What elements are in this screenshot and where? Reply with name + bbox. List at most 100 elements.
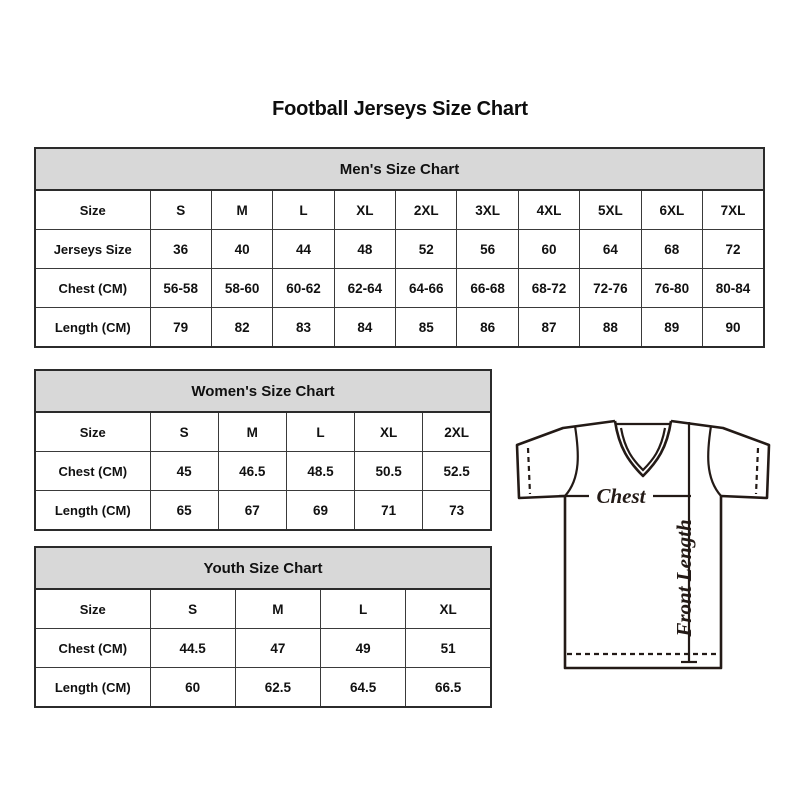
womens-value-cell: 73 — [422, 490, 492, 531]
mens-value-cell: 83 — [272, 307, 335, 348]
mens-value-cell: 86 — [456, 307, 519, 348]
mens-value-cell: 64 — [579, 229, 642, 269]
womens-size-chart-table: Women's Size Chart Size S M L XL 2XL Chest (C… — [34, 369, 492, 531]
youth-value-cell: 49 — [319, 628, 407, 668]
womens-row-label: Chest (CM) — [34, 451, 151, 491]
jersey-measurement-diagram: Chest Front Length — [503, 400, 783, 692]
youth-value-cell: 66.5 — [405, 667, 492, 708]
womens-header-cell: S — [149, 411, 219, 452]
youth-size-chart-table: Youth Size Chart Size S M L XL Chest (CM) 44.… — [34, 546, 492, 708]
mens-band-title: Men's Size Chart — [34, 147, 765, 191]
mens-value-cell: 40 — [210, 229, 274, 269]
youth-value-cell: 44.5 — [149, 628, 236, 668]
mens-header-cell: 6XL — [640, 189, 704, 230]
front-length-measure-label: Front Length — [672, 519, 696, 637]
womens-header-cell: 2XL — [422, 411, 492, 452]
womens-header-cell: Size — [34, 411, 151, 452]
mens-value-cell: 58-60 — [210, 268, 274, 308]
chest-measure-label: Chest — [596, 484, 646, 508]
womens-value-cell: 45 — [149, 451, 219, 491]
mens-data-row: Jerseys Size 36 40 44 48 52 56 60 64 68 72 — [34, 229, 765, 269]
mens-value-cell: 90 — [702, 307, 765, 348]
mens-value-cell: 85 — [395, 307, 458, 348]
mens-value-cell: 60 — [517, 229, 581, 269]
mens-data-row: Chest (CM) 56-58 58-60 60-62 62-64 64-66 66-68… — [34, 268, 765, 308]
womens-header-row: Size S M L XL 2XL — [34, 411, 492, 452]
mens-value-cell: 80-84 — [702, 268, 765, 308]
youth-data-row: Chest (CM) 44.5 47 49 51 — [34, 628, 492, 668]
mens-value-cell: 64-66 — [395, 268, 458, 308]
mens-header-cell: 7XL — [702, 189, 765, 230]
womens-value-cell: 50.5 — [354, 451, 424, 491]
mens-size-chart-table: Men's Size Chart Size S M L XL 2XL 3XL 4XL 5XL 6X… — [34, 147, 765, 348]
mens-header-cell: 4XL — [517, 189, 581, 230]
womens-value-cell: 46.5 — [217, 451, 287, 491]
youth-row-label: Chest (CM) — [34, 628, 151, 668]
mens-header-row: Size S M L XL 2XL 3XL 4XL 5XL 6XL 7XL — [34, 189, 765, 230]
mens-row-label: Length (CM) — [34, 307, 151, 348]
mens-header-cell: M — [210, 189, 274, 230]
mens-value-cell: 36 — [149, 229, 212, 269]
mens-value-cell: 68-72 — [517, 268, 581, 308]
womens-data-row: Length (CM) 65 67 69 71 73 — [34, 490, 492, 531]
youth-value-cell: 60 — [149, 667, 236, 708]
mens-header-cell: Size — [34, 189, 151, 230]
womens-data-row: Chest (CM) 45 46.5 48.5 50.5 52.5 — [34, 451, 492, 491]
mens-value-cell: 56 — [456, 229, 519, 269]
mens-value-cell: 72 — [702, 229, 765, 269]
mens-header-cell: 3XL — [456, 189, 519, 230]
youth-band-title: Youth Size Chart — [34, 546, 492, 590]
youth-data-row: Length (CM) 60 62.5 64.5 66.5 — [34, 667, 492, 708]
mens-row-label: Jerseys Size — [34, 229, 151, 269]
youth-header-cell: S — [149, 588, 236, 629]
womens-table-body: Women's Size Chart Size S M L XL 2XL Chest (C… — [34, 369, 492, 531]
mens-header-cell: 2XL — [395, 189, 458, 230]
mens-table-body: Men's Size Chart Size S M L XL 2XL 3XL 4XL 5XL 6X… — [34, 147, 765, 348]
womens-header-cell: M — [217, 411, 287, 452]
mens-value-cell: 66-68 — [456, 268, 519, 308]
youth-header-cell: Size — [34, 588, 151, 629]
youth-value-cell: 64.5 — [319, 667, 407, 708]
mens-value-cell: 56-58 — [149, 268, 212, 308]
mens-value-cell: 68 — [640, 229, 704, 269]
mens-value-cell: 62-64 — [333, 268, 397, 308]
womens-value-cell: 69 — [285, 490, 356, 531]
youth-value-cell: 62.5 — [234, 667, 322, 708]
youth-header-cell: XL — [405, 588, 492, 629]
mens-data-row: Length (CM) 79 82 83 84 85 86 87 88 89 90 — [34, 307, 765, 348]
mens-value-cell: 82 — [210, 307, 274, 348]
womens-value-cell: 48.5 — [285, 451, 356, 491]
youth-row-label: Length (CM) — [34, 667, 151, 708]
youth-header-cell: M — [234, 588, 322, 629]
youth-header-cell: L — [319, 588, 407, 629]
youth-band-row: Youth Size Chart — [34, 546, 492, 590]
mens-header-cell: S — [149, 189, 212, 230]
mens-value-cell: 87 — [517, 307, 581, 348]
youth-header-row: Size S M L XL — [34, 588, 492, 629]
youth-value-cell: 51 — [405, 628, 492, 668]
mens-value-cell: 60-62 — [272, 268, 335, 308]
womens-band-row: Women's Size Chart — [34, 369, 492, 413]
mens-header-cell: 5XL — [579, 189, 642, 230]
mens-value-cell: 48 — [333, 229, 397, 269]
mens-header-cell: L — [272, 189, 335, 230]
mens-value-cell: 88 — [579, 307, 642, 348]
mens-value-cell: 79 — [149, 307, 212, 348]
youth-value-cell: 47 — [234, 628, 322, 668]
mens-value-cell: 89 — [640, 307, 704, 348]
womens-value-cell: 65 — [149, 490, 219, 531]
mens-value-cell: 72-76 — [579, 268, 642, 308]
mens-value-cell: 84 — [333, 307, 397, 348]
mens-header-cell: XL — [333, 189, 397, 230]
mens-band-row: Men's Size Chart — [34, 147, 765, 191]
mens-value-cell: 44 — [272, 229, 335, 269]
womens-band-title: Women's Size Chart — [34, 369, 492, 413]
mens-value-cell: 76-80 — [640, 268, 704, 308]
womens-row-label: Length (CM) — [34, 490, 151, 531]
womens-value-cell: 52.5 — [422, 451, 492, 491]
womens-header-cell: L — [285, 411, 356, 452]
page-title: Football Jerseys Size Chart — [272, 98, 528, 120]
womens-header-cell: XL — [354, 411, 424, 452]
womens-value-cell: 67 — [217, 490, 287, 531]
womens-value-cell: 71 — [354, 490, 424, 531]
